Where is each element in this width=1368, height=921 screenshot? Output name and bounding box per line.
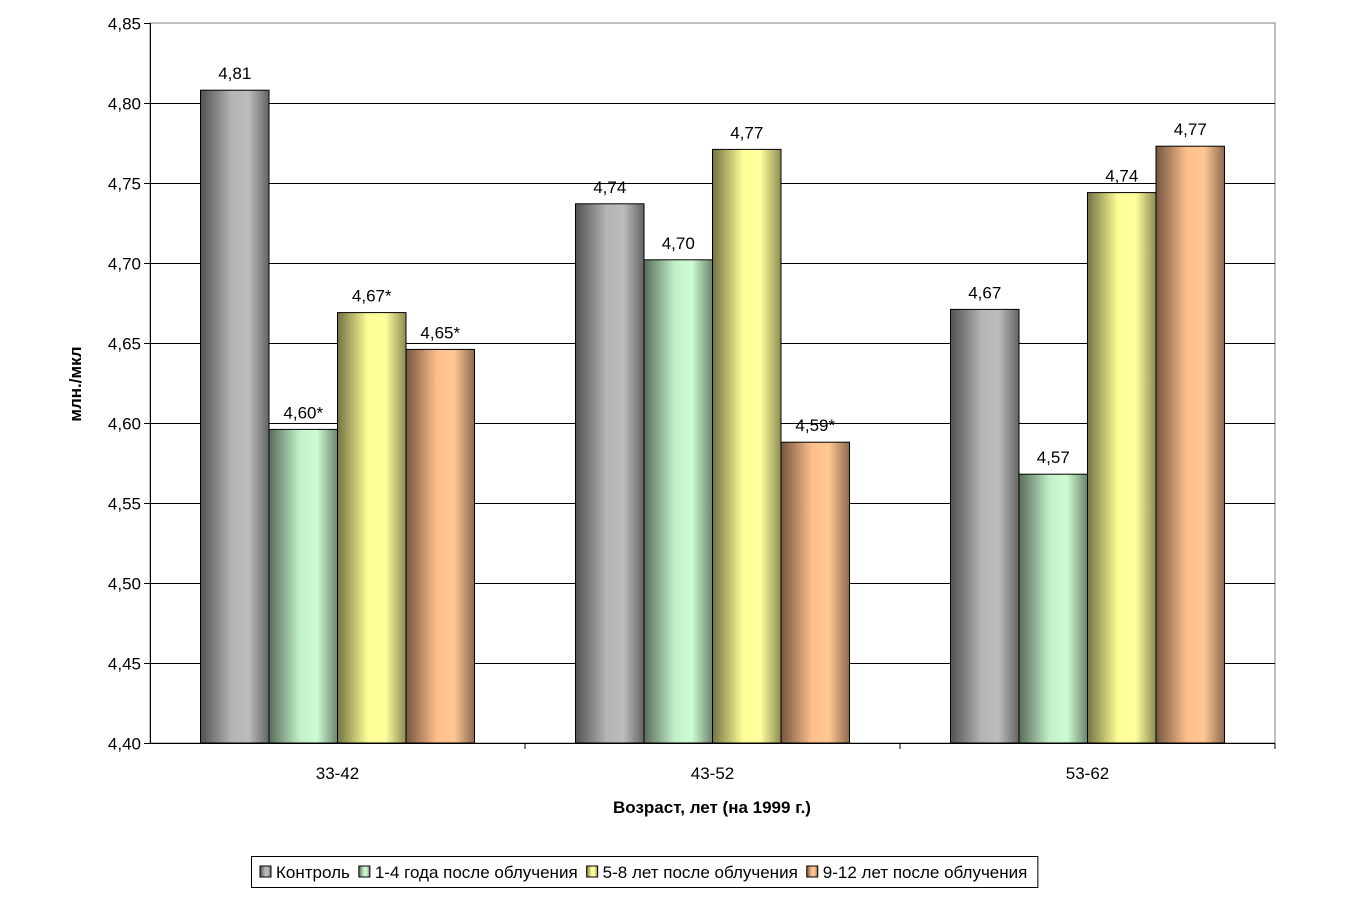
bar	[575, 203, 645, 744]
data-label: 4,67*	[352, 287, 392, 306]
bar	[405, 348, 475, 744]
data-label: 4,74	[593, 178, 626, 197]
data-label: 4,74	[1105, 167, 1138, 186]
data-label: 4,81	[218, 64, 251, 83]
bar	[712, 148, 782, 744]
y-tick-label: 4,55	[108, 495, 141, 514]
y-tick-label: 4,50	[108, 575, 141, 594]
x-axis-title: Возраст, лет (на 1999 г.)	[613, 798, 811, 817]
bar	[1087, 192, 1157, 744]
y-tick-label: 4,40	[108, 735, 141, 754]
y-tick-label: 4,45	[108, 655, 141, 674]
data-label: 4,57	[1037, 448, 1070, 467]
x-category-label: 53-62	[1066, 764, 1109, 783]
data-label: 4,67	[968, 283, 1001, 302]
x-category-label: 33-42	[316, 764, 359, 783]
data-label: 4,59*	[795, 416, 835, 435]
bar	[200, 89, 270, 744]
bars	[200, 89, 1225, 744]
legend-entry-label: 1-4 года после облучения	[375, 863, 578, 882]
legend-swatch	[586, 865, 599, 878]
bar	[643, 259, 713, 744]
legend-swatch	[259, 865, 272, 878]
data-label: 4,77	[1174, 120, 1207, 139]
bar	[950, 308, 1020, 744]
data-label: 4,60*	[283, 403, 323, 422]
y-tick-label: 4,70	[108, 255, 141, 274]
legend-box	[251, 856, 1039, 888]
y-tick-label: 4,85	[108, 15, 141, 34]
y-tick-label: 4,65	[108, 335, 141, 354]
legend-swatch	[358, 865, 371, 878]
y-tick-label: 4,60	[108, 415, 141, 434]
legend-entry-label: 9-12 лет после облучения	[823, 863, 1028, 882]
legend: Контроль 1-4 года после облучения 5-8 лет …	[251, 856, 1039, 888]
y-tick-label: 4,75	[108, 175, 141, 194]
data-label: 4,65*	[420, 323, 460, 342]
axes: 4,40 4,45 4,50 4,55 4,60 4,65 4,70 4,75 4,80 4,85…	[108, 15, 1276, 783]
bar	[780, 441, 850, 744]
data-label: 4,70	[662, 234, 695, 253]
bar	[1018, 473, 1088, 744]
y-tick-label: 4,80	[108, 95, 141, 114]
legend-entry-label: Контроль	[276, 863, 350, 882]
data-label: 4,77	[730, 123, 763, 142]
legend-swatch	[806, 865, 819, 878]
bar	[268, 428, 338, 744]
y-axis-title: млн./мкл	[66, 346, 85, 421]
legend-entry-label: 5-8 лет после облучения	[603, 863, 798, 882]
bar	[1155, 145, 1225, 744]
x-category-label: 43-52	[691, 764, 734, 783]
data-labels: 4,81 4,60* 4,67* 4,65* 4,74 4,70 4,77 4,59* 4,67…	[218, 64, 1207, 467]
bar	[337, 312, 407, 744]
